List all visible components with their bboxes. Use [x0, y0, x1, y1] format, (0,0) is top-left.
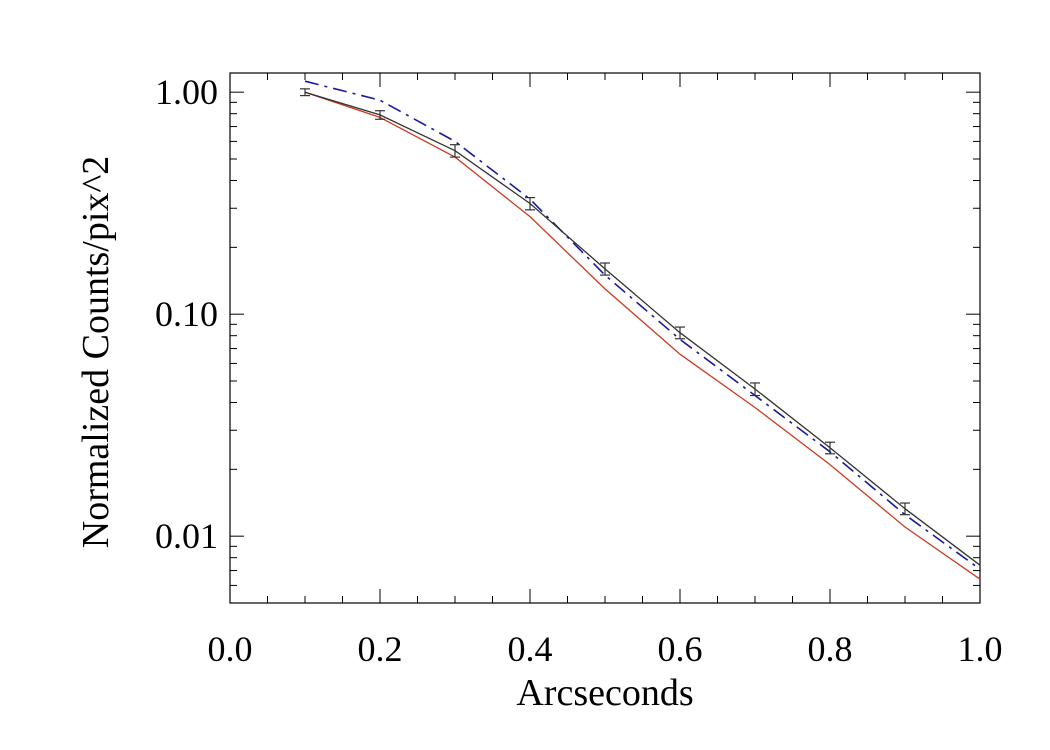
y-tick-label: 1.00	[155, 72, 218, 112]
series-line-data	[304, 91, 981, 566]
y-axis-title: Normalized Counts/pix^2	[75, 156, 117, 549]
axis-labels: 0.0 0.2 0.4 0.6 0.8 1.0 1.00 0.10 0.01	[155, 72, 1003, 669]
x-tick-label: 1.0	[958, 629, 1003, 669]
series-line-model-red	[304, 91, 981, 580]
x-tick-label: 0.6	[658, 629, 703, 669]
plot-area	[229, 72, 981, 604]
x-tick-label: 0.0	[208, 629, 253, 669]
x-axis-title: Arcseconds	[516, 672, 693, 714]
x-tick-label: 0.2	[358, 629, 403, 669]
x-tick-label: 0.8	[808, 629, 853, 669]
series-line-model-dashdot	[304, 80, 981, 570]
series-group	[300, 80, 981, 580]
plot-frame	[229, 72, 981, 604]
y-tick-label: 0.01	[155, 516, 218, 556]
y-tick-label: 0.10	[155, 294, 218, 334]
x-tick-label: 0.4	[508, 629, 553, 669]
